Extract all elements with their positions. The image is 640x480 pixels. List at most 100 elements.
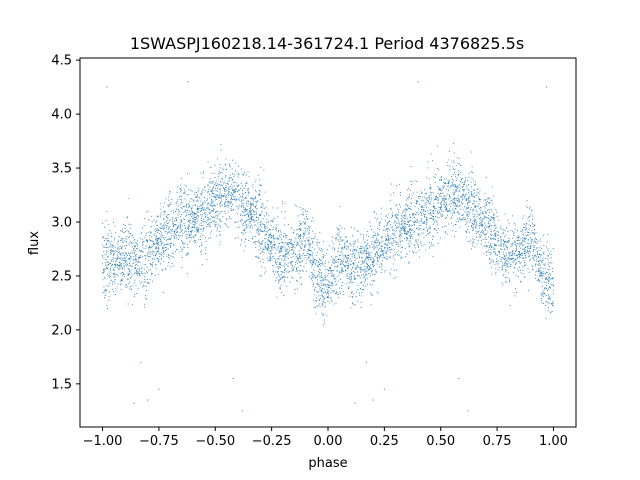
data-point bbox=[254, 207, 256, 209]
data-point bbox=[251, 215, 253, 217]
data-point bbox=[256, 208, 258, 210]
data-point bbox=[283, 256, 285, 258]
data-point bbox=[120, 265, 122, 267]
data-point bbox=[136, 274, 138, 276]
data-point bbox=[211, 181, 213, 183]
data-point bbox=[297, 257, 299, 259]
data-point bbox=[272, 265, 274, 266]
data-point bbox=[508, 240, 510, 242]
data-point bbox=[308, 228, 310, 230]
data-point bbox=[365, 245, 367, 247]
data-point bbox=[211, 222, 213, 224]
data-point bbox=[232, 178, 233, 180]
data-point bbox=[337, 265, 339, 267]
data-point bbox=[482, 230, 484, 232]
data-point bbox=[248, 216, 250, 218]
data-point bbox=[389, 221, 391, 222]
data-point bbox=[285, 254, 287, 256]
data-point bbox=[194, 217, 196, 219]
data-point bbox=[197, 229, 199, 231]
data-point bbox=[254, 220, 256, 222]
data-point bbox=[377, 239, 379, 241]
data-point bbox=[354, 256, 356, 258]
data-point bbox=[411, 195, 413, 197]
data-point bbox=[384, 246, 386, 248]
data-point bbox=[284, 217, 286, 219]
data-point bbox=[160, 234, 162, 235]
data-point bbox=[535, 263, 536, 265]
data-point bbox=[328, 245, 330, 247]
data-point bbox=[230, 206, 232, 208]
data-point bbox=[286, 285, 288, 287]
data-point bbox=[188, 207, 190, 208]
data-point bbox=[249, 218, 250, 220]
data-point bbox=[542, 257, 544, 259]
data-point bbox=[413, 231, 415, 232]
data-point bbox=[343, 258, 345, 260]
data-point bbox=[363, 277, 365, 279]
data-point bbox=[460, 181, 461, 183]
data-point bbox=[426, 217, 428, 219]
data-point bbox=[335, 302, 337, 304]
data-point bbox=[108, 275, 110, 277]
data-point bbox=[114, 239, 115, 241]
data-point bbox=[300, 229, 302, 231]
data-point bbox=[324, 255, 326, 257]
data-point bbox=[337, 261, 339, 263]
data-point bbox=[437, 199, 439, 201]
data-point bbox=[479, 200, 481, 202]
data-point bbox=[127, 274, 129, 276]
data-point bbox=[110, 280, 112, 281]
data-point bbox=[151, 266, 153, 268]
data-point bbox=[292, 255, 294, 257]
data-point bbox=[503, 253, 505, 255]
data-point bbox=[198, 197, 200, 198]
data-point bbox=[219, 173, 221, 174]
data-point bbox=[133, 248, 135, 250]
data-point bbox=[121, 280, 123, 282]
data-point bbox=[483, 217, 485, 219]
data-point bbox=[542, 292, 544, 294]
data-point bbox=[452, 185, 454, 187]
data-point bbox=[208, 182, 210, 184]
data-point bbox=[536, 258, 538, 260]
data-point bbox=[281, 248, 283, 250]
data-point bbox=[321, 250, 323, 252]
data-point bbox=[444, 199, 446, 201]
data-point bbox=[207, 208, 209, 210]
data-point bbox=[476, 205, 478, 207]
data-point bbox=[288, 254, 290, 256]
data-point bbox=[381, 251, 383, 253]
data-point bbox=[486, 246, 488, 247]
data-point bbox=[473, 196, 475, 198]
data-point bbox=[318, 284, 320, 286]
data-point bbox=[270, 241, 272, 243]
data-point bbox=[307, 243, 309, 245]
data-point bbox=[212, 202, 214, 204]
data-point bbox=[373, 260, 375, 262]
data-point bbox=[522, 229, 524, 231]
data-point bbox=[166, 255, 168, 257]
data-point bbox=[290, 249, 292, 251]
data-point bbox=[143, 303, 145, 305]
data-point bbox=[276, 237, 278, 239]
data-point bbox=[262, 203, 264, 204]
data-point bbox=[454, 184, 456, 186]
data-point bbox=[455, 173, 457, 175]
data-point bbox=[318, 241, 320, 243]
data-point bbox=[468, 200, 470, 202]
data-point bbox=[454, 199, 456, 201]
data-point bbox=[450, 218, 452, 220]
data-point bbox=[409, 236, 411, 238]
data-point bbox=[375, 242, 377, 244]
data-point bbox=[327, 284, 329, 286]
data-point bbox=[368, 269, 370, 271]
data-point bbox=[352, 296, 354, 298]
data-point bbox=[406, 234, 408, 235]
data-point bbox=[109, 230, 111, 232]
data-point bbox=[181, 214, 183, 216]
data-point bbox=[243, 250, 245, 252]
data-point bbox=[373, 280, 375, 282]
data-point bbox=[539, 246, 541, 248]
data-point bbox=[341, 263, 343, 265]
